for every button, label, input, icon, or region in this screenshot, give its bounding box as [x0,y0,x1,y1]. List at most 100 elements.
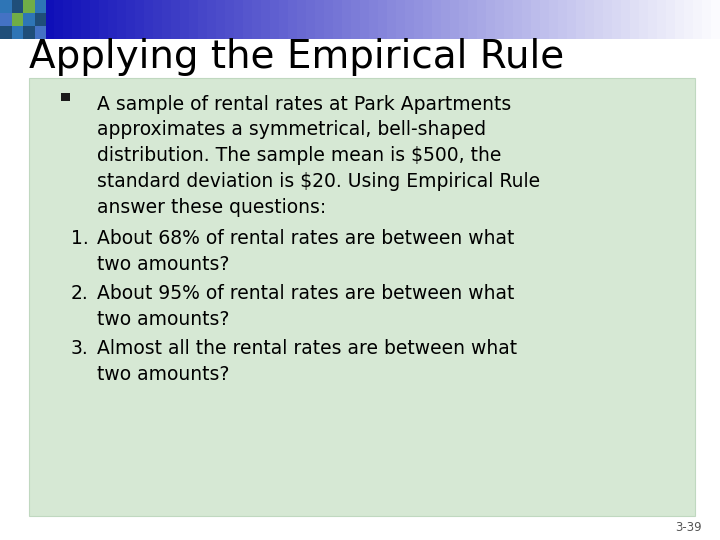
Bar [207,0,217,39]
Bar [198,0,208,39]
Bar [648,0,657,39]
Bar [657,0,667,39]
Bar [531,0,541,39]
Bar [549,0,559,39]
Bar [216,0,226,39]
Text: Applying the Empirical Rule: Applying the Empirical Rule [29,38,564,76]
Bar [405,0,415,39]
Bar [603,0,613,39]
Bar [675,0,685,39]
Bar [0,0,10,39]
Bar [35,13,46,26]
Bar [297,0,307,39]
Bar [270,0,280,39]
Text: About 68% of rental rates are between what: About 68% of rental rates are between wh… [97,230,515,248]
Bar [666,0,675,39]
Bar [144,0,154,39]
Bar [477,0,487,39]
Bar [378,0,387,39]
Bar [315,0,325,39]
Bar [61,93,71,101]
Bar [414,0,423,39]
Text: A sample of rental rates at Park Apartments: A sample of rental rates at Park Apartme… [97,94,511,113]
Bar [189,0,199,39]
Text: two amounts?: two amounts? [97,255,230,274]
Bar [63,0,73,39]
Bar [459,0,469,39]
Bar [117,0,127,39]
Text: standard deviation is $20. Using Empirical Rule: standard deviation is $20. Using Empiric… [97,172,540,191]
Bar [387,0,397,39]
Bar [450,0,459,39]
Bar [180,0,190,39]
Bar [558,0,567,39]
Bar [108,0,118,39]
Bar [27,0,37,39]
Bar [153,0,163,39]
Bar [594,0,603,39]
Bar [35,26,46,39]
Text: 3.: 3. [71,339,89,357]
Bar [171,0,181,39]
Bar [576,0,585,39]
Bar [279,0,289,39]
Bar [18,0,28,39]
Bar [234,0,243,39]
Bar [513,0,523,39]
Bar [423,0,433,39]
Bar [567,0,577,39]
Bar [90,0,99,39]
Bar [621,0,631,39]
Bar [522,0,531,39]
Text: approximates a symmetrical, bell-shaped: approximates a symmetrical, bell-shaped [97,120,486,139]
Bar [702,0,711,39]
Bar [612,0,621,39]
Bar [324,0,334,39]
Bar [29,78,695,516]
Bar [639,0,649,39]
Bar [585,0,595,39]
Bar [369,0,379,39]
Bar [540,0,550,39]
Bar [54,0,63,39]
Bar [288,0,298,39]
Bar [0,13,12,26]
Text: About 95% of rental rates are between what: About 95% of rental rates are between wh… [97,284,515,303]
Bar [35,0,46,13]
Bar [126,0,135,39]
Text: Almost all the rental rates are between what: Almost all the rental rates are between … [97,339,518,357]
Text: 2.: 2. [71,284,89,303]
Bar [162,0,172,39]
Bar [504,0,513,39]
Bar [0,0,12,13]
Bar [693,0,703,39]
Bar [0,26,12,39]
Bar [45,0,55,39]
Bar [9,0,19,39]
Bar [99,0,109,39]
Text: 1.: 1. [71,230,89,248]
Bar [81,0,91,39]
Bar [23,0,35,13]
Bar [441,0,451,39]
Bar [252,0,262,39]
Bar [333,0,343,39]
Bar [360,0,370,39]
Bar [396,0,406,39]
Bar [225,0,235,39]
Bar [261,0,271,39]
Bar [23,26,35,39]
Bar [342,0,352,39]
Text: two amounts?: two amounts? [97,364,230,383]
Text: 3-39: 3-39 [675,521,702,534]
Bar [432,0,441,39]
Bar [486,0,496,39]
Bar [12,13,23,26]
Bar [72,0,82,39]
Bar [495,0,505,39]
Bar [351,0,361,39]
Bar [12,0,23,13]
Bar [243,0,253,39]
Bar [23,13,35,26]
Bar [12,26,23,39]
